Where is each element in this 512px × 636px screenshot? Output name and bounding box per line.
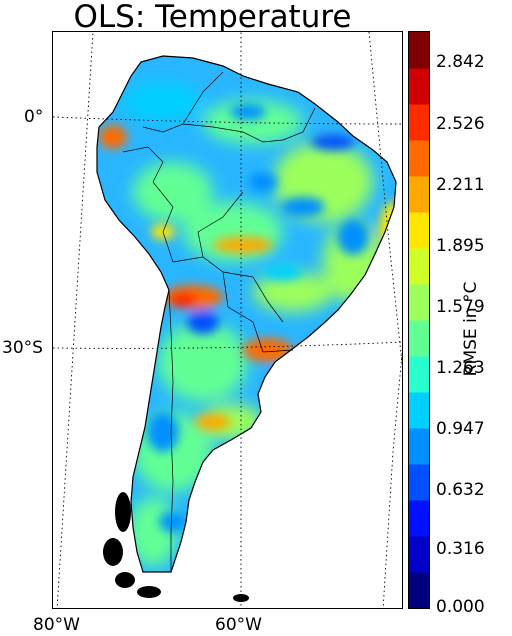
colorbar-tick: 2.842: [436, 52, 485, 72]
colorbar-segment: [409, 392, 429, 429]
map-title: OLS: Temperature: [73, 0, 352, 35]
colorbar-segment: [409, 140, 429, 177]
map-plot-area: [52, 31, 403, 609]
colorbar-segment: [409, 500, 429, 537]
lon-label-60w: 60°W: [215, 615, 262, 635]
colorbar-tick: 2.526: [436, 114, 485, 134]
colorbar-segment: [409, 68, 429, 105]
colorbar-segment: [409, 104, 429, 141]
colorbar: [408, 31, 430, 609]
country-borders: [122, 71, 316, 572]
colorbar-tick: 0.316: [436, 539, 485, 559]
colorbar-tick: 0.947: [436, 419, 485, 439]
colorbar-segment: [409, 284, 429, 321]
colorbar-segment: [409, 464, 429, 501]
colorbar-tick: 2.211: [436, 175, 485, 195]
colorbar-title: RMSE in °C: [461, 281, 481, 377]
colorbar-tick: 1.579: [436, 297, 485, 317]
colorbar-segment: [409, 356, 429, 393]
lat-label-0: 0°: [24, 107, 44, 127]
colorbar-segment: [409, 320, 429, 357]
colorbar-segment: [409, 572, 429, 608]
colorbar-tick: 0.000: [436, 597, 485, 617]
graticule: [53, 32, 402, 608]
rmse-field: [97, 56, 396, 572]
map-svg: [53, 32, 402, 608]
colorbar-segment: [409, 212, 429, 249]
colorbar-segment: [409, 536, 429, 573]
colorbar-segment: [409, 32, 429, 69]
lat-label-30s: 30°S: [2, 338, 43, 358]
colorbar-tick: 0.632: [436, 480, 485, 500]
colorbar-segment: [409, 428, 429, 465]
lon-label-80w: 80°W: [33, 615, 80, 635]
colorbar-tick: 1.263: [436, 358, 485, 378]
colorbar-tick: 1.895: [436, 236, 485, 256]
colorbar-segment: [409, 176, 429, 213]
colorbar-segment: [409, 248, 429, 285]
chile-islands: [103, 492, 249, 602]
colorbar-svg: [409, 32, 429, 608]
